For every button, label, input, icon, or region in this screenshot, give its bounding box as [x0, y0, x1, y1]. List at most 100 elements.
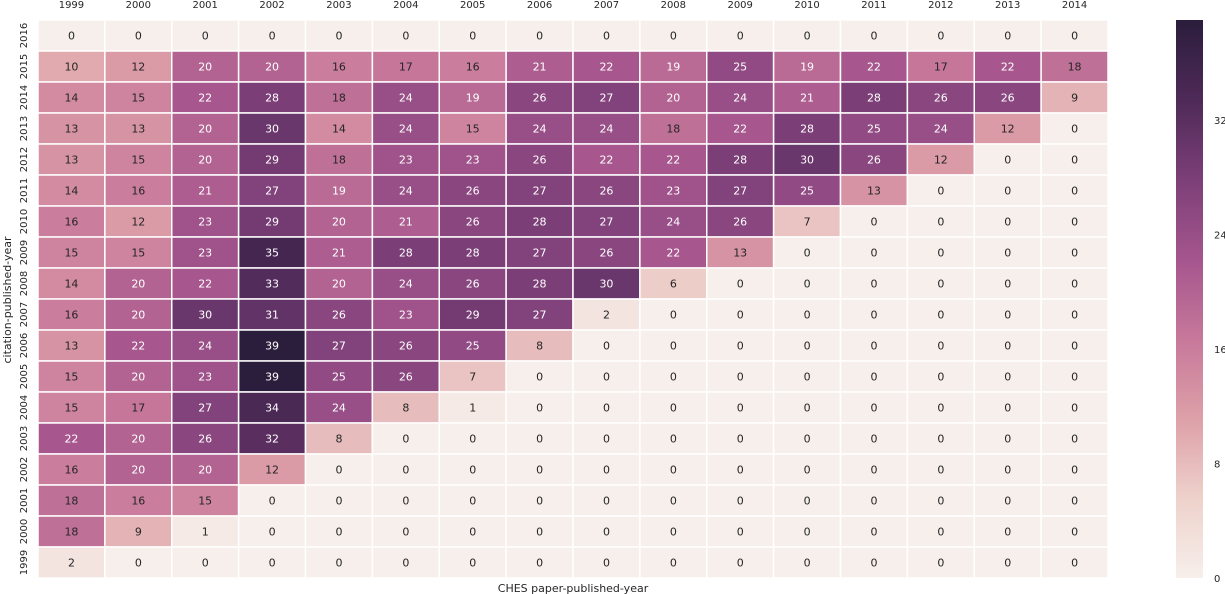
heatmap-cell — [438, 50, 507, 83]
cell-value-label: 19 — [466, 92, 480, 105]
cell-value-label: 15 — [131, 247, 145, 260]
cell-value-label: 0 — [1071, 309, 1078, 322]
cell-value-label: 26 — [198, 433, 212, 446]
heatmap-cell — [639, 546, 708, 579]
x-tick-label: 2007 — [594, 0, 619, 11]
cell-value-label: 18 — [332, 154, 346, 167]
cell-value-label: 15 — [131, 154, 145, 167]
cell-value-label: 0 — [870, 402, 877, 415]
cell-value-label: 0 — [1004, 433, 1011, 446]
cell-value-label: 13 — [64, 123, 78, 136]
heatmap-cell — [505, 329, 574, 362]
cell-value-label: 28 — [466, 247, 480, 260]
cell-value-label: 0 — [135, 30, 142, 43]
cell-value-label: 0 — [1071, 557, 1078, 570]
cell-value-label: 0 — [870, 526, 877, 539]
heatmap-cell — [906, 81, 975, 114]
cell-value-label: 25 — [867, 123, 881, 136]
cell-value-label: 0 — [469, 464, 476, 477]
heatmap-cell — [237, 515, 307, 548]
cell-value-label: 26 — [733, 216, 747, 229]
cell-value-label: 19 — [666, 61, 680, 74]
heatmap-cell — [304, 174, 374, 207]
cell-value-label: 16 — [64, 464, 78, 477]
heatmap-cell — [839, 81, 909, 114]
x-tick-label: 2008 — [661, 0, 686, 11]
colorbar-tick-label: 16 — [1214, 345, 1225, 356]
cell-value-label: 0 — [737, 371, 744, 384]
cell-value-label: 0 — [737, 402, 744, 415]
x-tick-label: 2014 — [1062, 0, 1087, 11]
heatmap-cell — [304, 298, 374, 331]
heatmap-cell — [237, 298, 307, 331]
cell-value-label: 31 — [265, 309, 279, 322]
x-tick-label: 2001 — [192, 0, 217, 11]
cell-value-label: 0 — [1071, 278, 1078, 291]
heatmap-cell — [104, 422, 173, 455]
cell-value-label: 0 — [870, 371, 877, 384]
cell-value-label: 0 — [1004, 495, 1011, 508]
cell-value-label: 26 — [466, 278, 480, 291]
heatmap-cell — [1040, 81, 1109, 114]
heatmap-cell — [171, 143, 240, 176]
cell-value-label: 0 — [603, 557, 610, 570]
colorbar-tick-label: 32 — [1214, 116, 1225, 127]
y-tick-label: 2015 — [19, 54, 30, 79]
cell-value-label: 0 — [1004, 526, 1011, 539]
heatmap-cell — [505, 174, 574, 207]
cell-value-label: 12 — [934, 154, 948, 167]
cell-value-label: 0 — [937, 402, 944, 415]
heatmap-cell — [304, 391, 374, 424]
cell-value-label: 0 — [804, 526, 811, 539]
cell-value-label: 28 — [733, 154, 747, 167]
cell-value-label: 30 — [800, 154, 814, 167]
cell-value-label: 20 — [332, 278, 346, 291]
cell-value-label: 20 — [131, 433, 145, 446]
heatmap-cell — [1040, 143, 1109, 176]
heatmap-cell — [304, 50, 374, 83]
cell-value-label: 0 — [335, 526, 342, 539]
cell-value-label: 16 — [131, 495, 145, 508]
cell-value-label: 26 — [599, 247, 613, 260]
heatmap-cell — [438, 112, 507, 145]
cell-value-label: 22 — [599, 154, 613, 167]
heatmap-cell — [839, 422, 909, 455]
cell-value-label: 29 — [265, 154, 279, 167]
cell-value-label: 14 — [332, 123, 346, 136]
heatmap-cell — [1040, 360, 1109, 393]
cell-value-label: 14 — [64, 278, 78, 291]
cell-value-label: 0 — [269, 30, 276, 43]
heatmap-cell — [639, 391, 708, 424]
colorbar-tick-label: 8 — [1214, 460, 1220, 471]
cell-value-label: 24 — [934, 123, 948, 136]
heatmap-cell — [839, 360, 909, 393]
heatmap-cell — [104, 174, 173, 207]
cell-value-label: 18 — [64, 495, 78, 508]
cell-value-label: 0 — [870, 557, 877, 570]
y-tick-label: 2006 — [19, 333, 30, 358]
heatmap-cell — [706, 360, 775, 393]
cell-value-label: 16 — [64, 309, 78, 322]
cell-value-label: 13 — [64, 340, 78, 353]
x-tick-label: 2002 — [259, 0, 284, 11]
heatmap-cell — [505, 19, 574, 52]
cell-value-label: 0 — [804, 464, 811, 477]
cell-value-label: 7 — [804, 216, 811, 229]
heatmap-cell — [1040, 391, 1109, 424]
cell-value-label: 22 — [599, 61, 613, 74]
heatmap-cell — [438, 391, 507, 424]
cell-value-label: 8 — [536, 340, 543, 353]
cell-value-label: 0 — [670, 371, 677, 384]
heatmap-cell — [371, 50, 440, 83]
cell-value-label: 22 — [733, 123, 747, 136]
cell-value-label: 0 — [870, 30, 877, 43]
heatmap-cell — [906, 236, 975, 269]
cell-value-label: 0 — [202, 557, 209, 570]
cell-value-label: 9 — [1071, 92, 1078, 105]
heatmap-cell — [706, 267, 775, 300]
heatmap-cell — [438, 484, 507, 517]
cell-value-label: 0 — [1071, 154, 1078, 167]
cell-value-label: 0 — [536, 371, 543, 384]
cell-value-label: 0 — [135, 557, 142, 570]
